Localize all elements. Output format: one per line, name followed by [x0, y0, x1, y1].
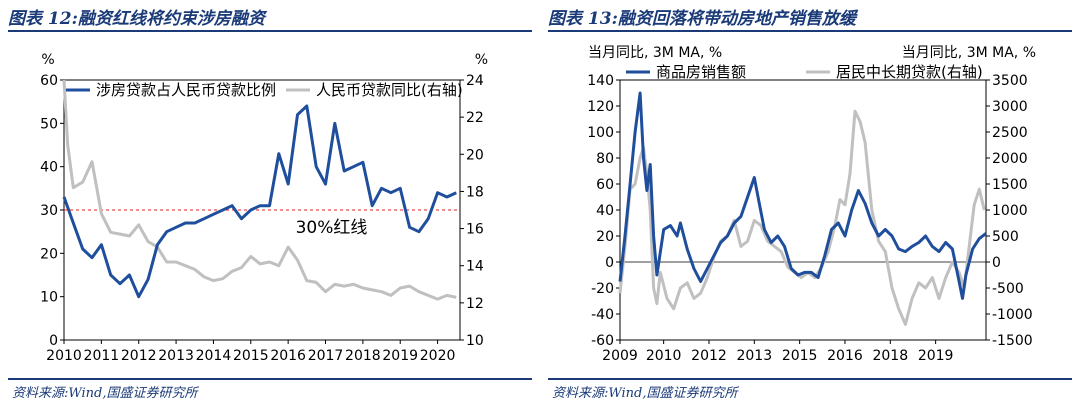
- y-tick-label-right: 3500: [992, 73, 1028, 89]
- threshold-annotation: 30%红线: [296, 218, 368, 238]
- x-tick-label: 2016: [270, 348, 306, 364]
- y-tick-label-right: -1500: [992, 333, 1033, 349]
- x-tick-label: 2019: [382, 348, 418, 364]
- legend-label: 人民币贷款同比(右轴): [316, 81, 463, 99]
- x-tick-label: 2018: [872, 348, 908, 364]
- x-tick-label: 2019: [918, 348, 954, 364]
- y-tick-label-left: 140: [587, 73, 614, 89]
- source-note: 资料来源:Wind,国盛证券研究所: [12, 386, 198, 401]
- x-tick-label: 2018: [345, 348, 381, 364]
- x-tick-label: 2012: [691, 348, 727, 364]
- x-tick-label: 2013: [158, 348, 194, 364]
- y-tick-label-left: 100: [587, 125, 614, 141]
- y-tick-label-left: 10: [40, 290, 58, 306]
- y-tick-label-left: 20: [596, 229, 614, 245]
- legend-label: 涉房贷款占人民币贷款比例: [96, 81, 276, 99]
- x-tick-label: 2010: [646, 348, 682, 364]
- y-tick-label-right: -500: [992, 281, 1024, 297]
- x-tick-label: 2014: [196, 348, 232, 364]
- x-tick-label: 2017: [308, 348, 344, 364]
- right-axis-unit: %: [475, 52, 488, 68]
- y-tick-label-right: 22: [466, 110, 484, 126]
- x-tick-label: 2011: [84, 348, 120, 364]
- legend-label: 商品房销售额: [656, 63, 746, 81]
- x-tick-label: 2010: [46, 348, 82, 364]
- y-tick-label-right: 14: [466, 259, 484, 275]
- left-axis-unit: %: [41, 52, 54, 68]
- series-line-primary: [618, 91, 987, 300]
- chart-panel-right: 图表 13:融资回落将带动房地产销售放缓 -60 -40 -20 0 20 40 60 80 1…: [540, 0, 1080, 404]
- y-tick-label-right: 2500: [992, 125, 1028, 141]
- y-tick-label-left: 60: [596, 177, 614, 193]
- y-tick-label-left: 80: [596, 151, 614, 167]
- y-tick-label-left: 40: [596, 203, 614, 219]
- right-axis-unit: 当月同比, 3M MA, %: [902, 45, 1036, 61]
- title-rule: [548, 30, 1072, 32]
- source-note: 资料来源:Wind,国盛证券研究所: [552, 386, 738, 401]
- legend-label: 居民中长期贷款(右轴): [836, 63, 983, 81]
- y-tick-label-left: -20: [591, 281, 614, 297]
- chart-title: 图表 12:融资红线将约束涉房融资: [8, 9, 265, 29]
- y-tick-label-left: -40: [591, 307, 614, 323]
- x-tick-label: 2013: [736, 348, 772, 364]
- y-tick-label-left: 50: [40, 116, 58, 132]
- y-tick-label-right: 12: [466, 296, 484, 312]
- x-tick-label: 2020: [420, 348, 456, 364]
- title-rule: [8, 30, 532, 32]
- y-tick-label-right: 1500: [992, 177, 1028, 193]
- source-rule: [8, 378, 532, 380]
- x-tick-label: 2015: [782, 348, 818, 364]
- y-tick-label-right: 500: [992, 229, 1019, 245]
- chart-title: 图表 13:融资回落将带动房地产销售放缓: [548, 9, 856, 29]
- y-tick-label-right: 3000: [992, 99, 1028, 115]
- y-tick-label-right: 20: [466, 147, 484, 163]
- x-tick-label: 2016: [827, 348, 863, 364]
- left-axis-unit: 当月同比, 3M MA, %: [588, 45, 722, 61]
- y-tick-label-right: 1000: [992, 203, 1028, 219]
- y-tick-label-right: 2000: [992, 151, 1028, 167]
- y-tick-label-left: 30: [40, 203, 58, 219]
- y-tick-label-right: 0: [992, 255, 1001, 271]
- y-tick-label-right: 16: [466, 222, 484, 238]
- y-tick-label-left: 0: [49, 333, 58, 349]
- y-tick-label-left: 0: [605, 255, 614, 271]
- chart-panel-left: 图表 12:融资红线将约束涉房融资 0 10 20 30 40 50 60 10 12 14 16 1…: [8, 9, 532, 401]
- y-tick-label-right: -1000: [992, 307, 1033, 323]
- x-tick-label: 2012: [121, 348, 157, 364]
- y-tick-label-right: 10: [466, 333, 484, 349]
- y-tick-label-left: 120: [587, 99, 614, 115]
- source-rule: [548, 378, 1072, 380]
- y-tick-label-left: 20: [40, 246, 58, 262]
- y-tick-label-left: 60: [40, 73, 58, 89]
- y-tick-label-right: 24: [466, 73, 484, 89]
- y-tick-label-right: 18: [466, 184, 484, 200]
- series-line-secondary: [62, 79, 457, 301]
- chart-svg-right: -60 -40 -20 0 20 40 60 80 100 120 140 -1500 -1000 -50…: [587, 45, 1036, 364]
- y-tick-label-left: 40: [40, 160, 58, 176]
- series-line-primary: [62, 104, 457, 299]
- y-tick-label-left: -60: [591, 333, 614, 349]
- x-tick-label: 2009: [602, 348, 638, 364]
- series-line-secondary: [618, 109, 986, 326]
- x-tick-label: 2015: [233, 348, 269, 364]
